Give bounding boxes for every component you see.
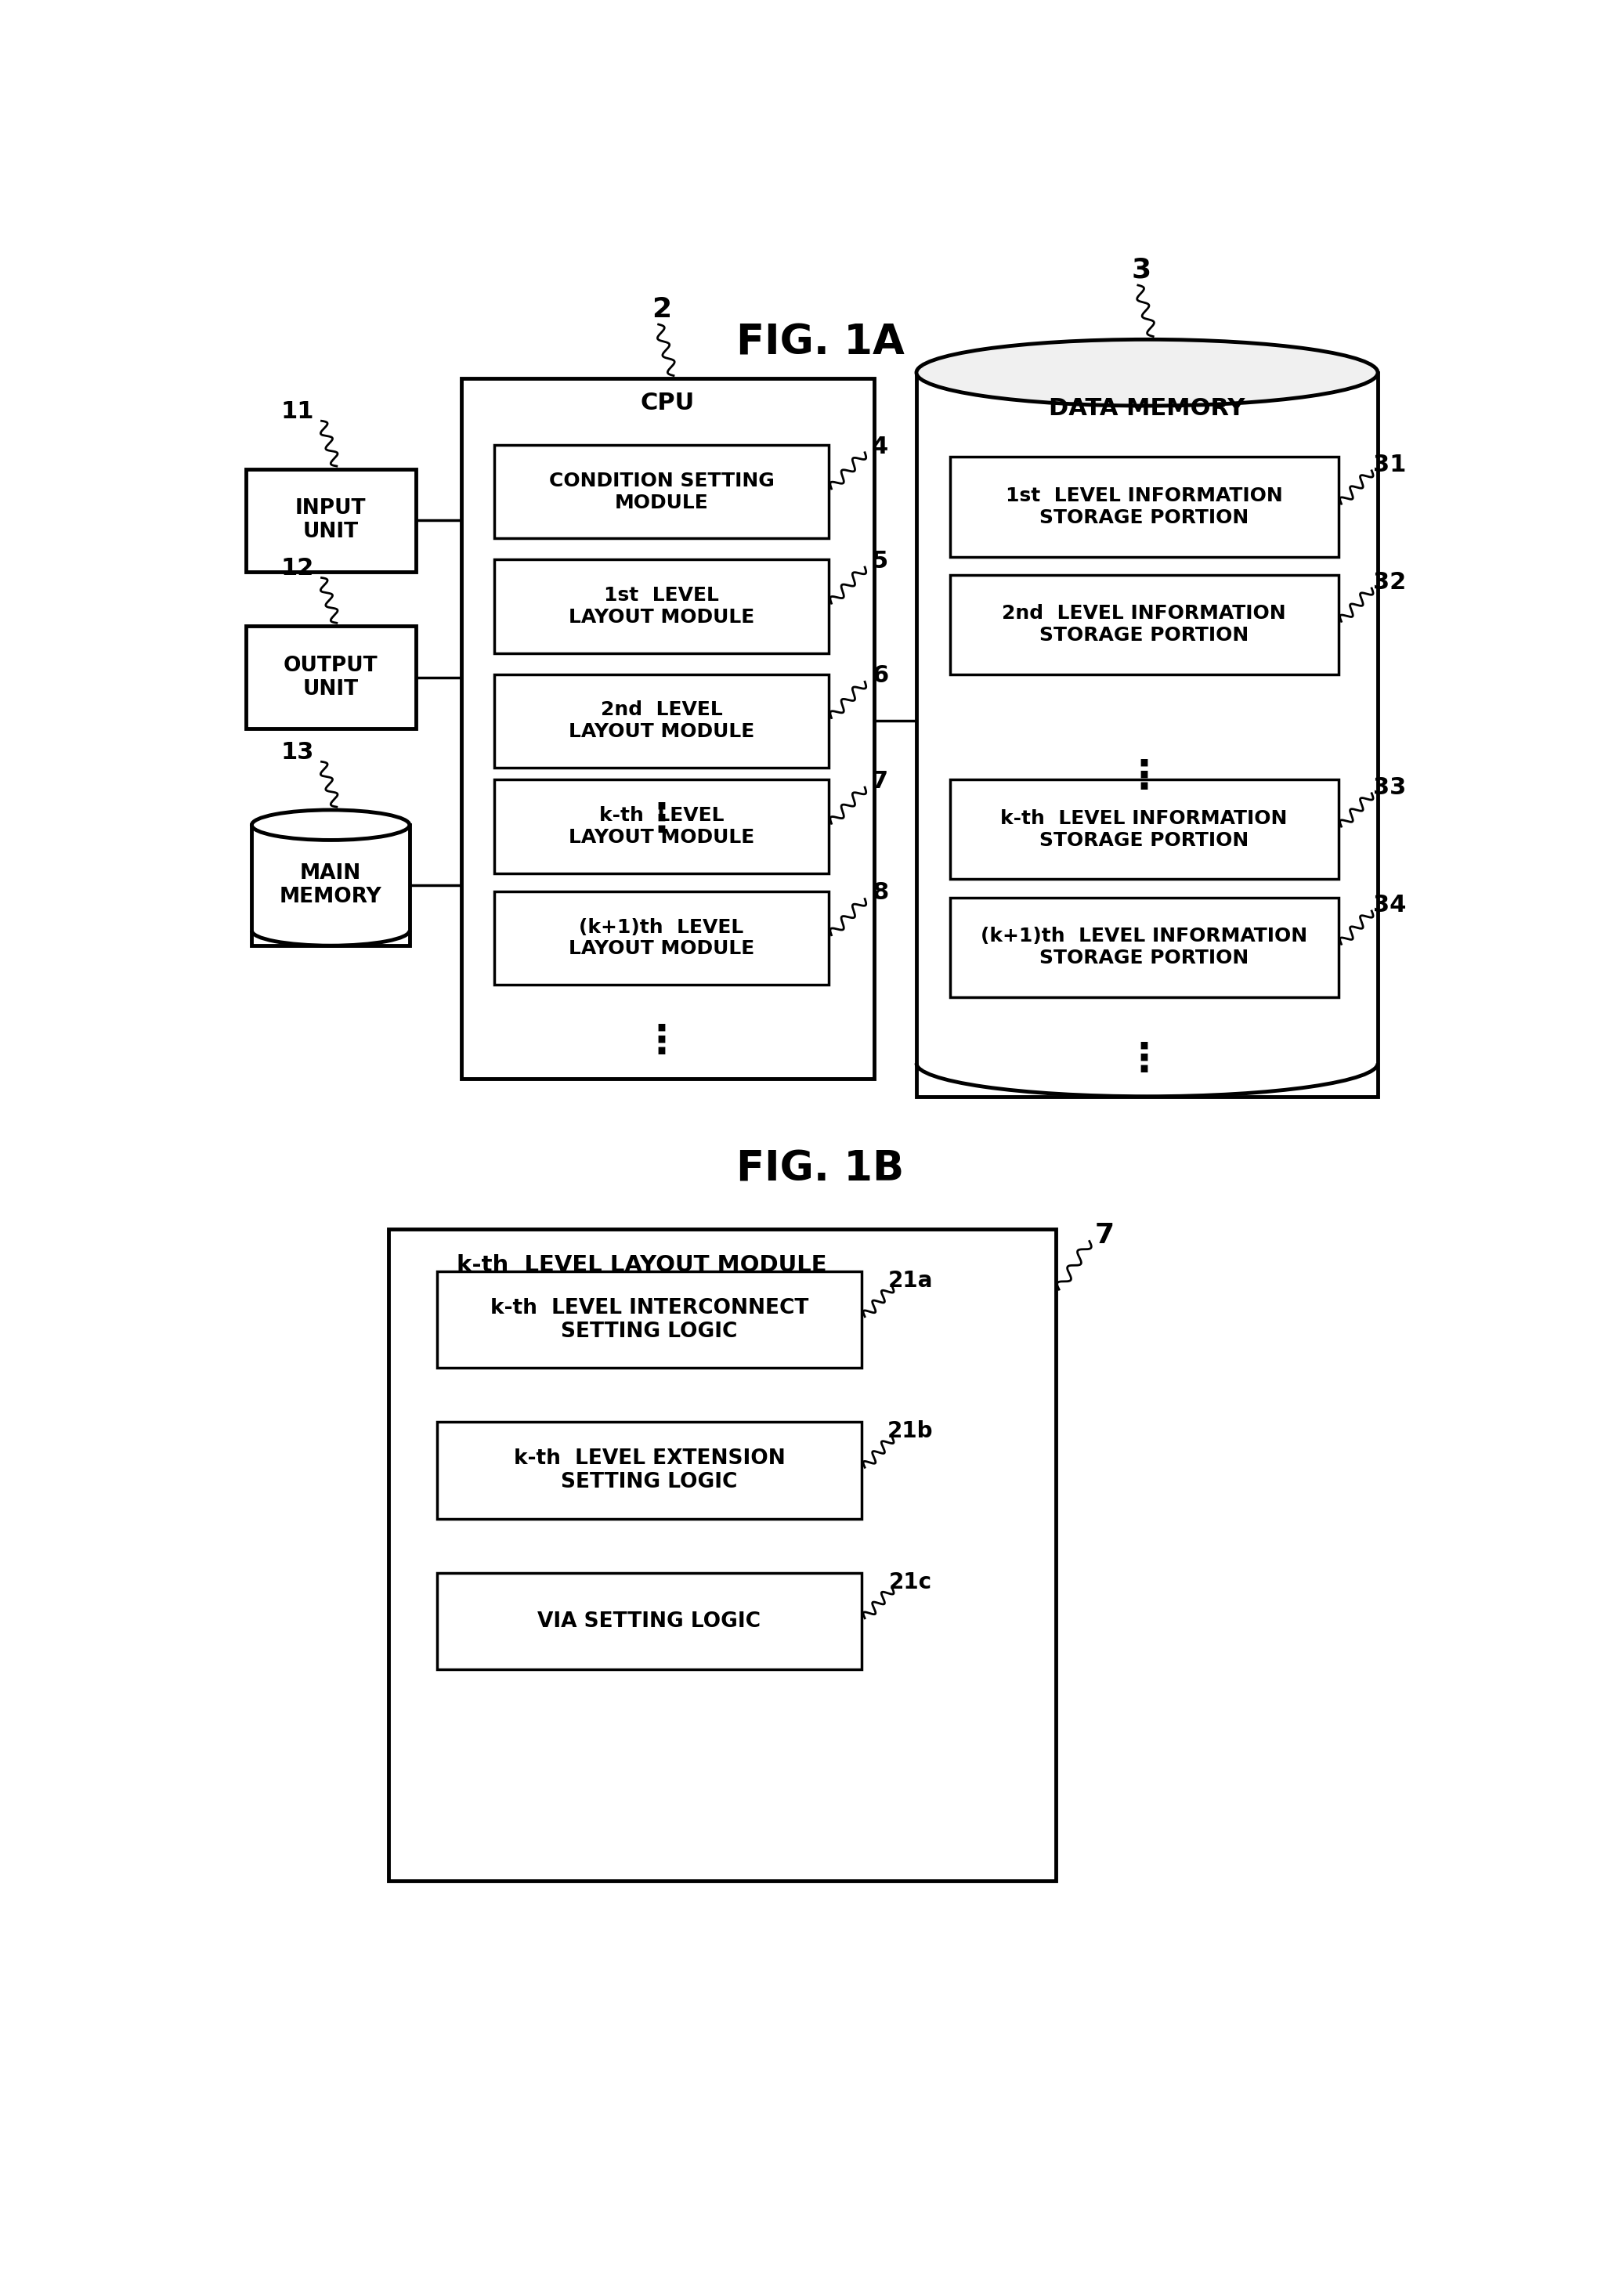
Bar: [437, 1272, 861, 1368]
Text: ⋮: ⋮: [1124, 758, 1164, 794]
Text: 1st  LEVEL
LAYOUT MODULE: 1st LEVEL LAYOUT MODULE: [568, 585, 754, 627]
Text: OUTPUT
UNIT: OUTPUT UNIT: [283, 654, 378, 700]
Text: 33: 33: [1374, 776, 1406, 799]
Text: (k+1)th  LEVEL INFORMATION
STORAGE PORTION: (k+1)th LEVEL INFORMATION STORAGE PORTIO…: [981, 928, 1308, 967]
Bar: [916, 372, 1378, 1097]
Bar: [495, 781, 828, 872]
Text: 8: 8: [871, 882, 889, 905]
Bar: [949, 898, 1338, 996]
Text: 5: 5: [871, 549, 889, 572]
Bar: [245, 627, 416, 728]
Text: 13: 13: [280, 742, 314, 765]
Text: 11: 11: [280, 400, 314, 422]
Text: k-th  LEVEL INFORMATION
STORAGE PORTION: k-th LEVEL INFORMATION STORAGE PORTION: [1001, 808, 1287, 850]
Bar: [389, 1228, 1057, 1880]
Text: FIG. 1B: FIG. 1B: [736, 1148, 905, 1189]
Ellipse shape: [251, 810, 410, 840]
Bar: [949, 457, 1338, 556]
Bar: [461, 379, 874, 1079]
Text: 2: 2: [652, 296, 671, 324]
Text: 4: 4: [871, 436, 889, 457]
Text: 2nd  LEVEL INFORMATION
STORAGE PORTION: 2nd LEVEL INFORMATION STORAGE PORTION: [1002, 604, 1286, 645]
Text: 34: 34: [1374, 893, 1407, 916]
Text: 21b: 21b: [887, 1421, 933, 1442]
Text: k-th  LEVEL INTERCONNECT
SETTING LOGIC: k-th LEVEL INTERCONNECT SETTING LOGIC: [490, 1297, 809, 1341]
Bar: [495, 675, 828, 767]
Text: 32: 32: [1374, 572, 1406, 595]
Bar: [495, 891, 828, 985]
Text: ⋮: ⋮: [642, 1024, 680, 1061]
Text: 12: 12: [280, 558, 314, 581]
Text: 21c: 21c: [889, 1570, 932, 1593]
Ellipse shape: [916, 340, 1378, 406]
Text: CPU: CPU: [640, 390, 695, 413]
Text: 1st  LEVEL INFORMATION
STORAGE PORTION: 1st LEVEL INFORMATION STORAGE PORTION: [1005, 487, 1282, 528]
Text: DATA MEMORY: DATA MEMORY: [1049, 397, 1246, 420]
Bar: [949, 781, 1338, 879]
Text: 21a: 21a: [889, 1270, 933, 1290]
Bar: [245, 468, 416, 572]
Bar: [949, 574, 1338, 675]
Text: k-th  LEVEL EXTENSION
SETTING LOGIC: k-th LEVEL EXTENSION SETTING LOGIC: [514, 1449, 784, 1492]
Bar: [495, 445, 828, 540]
Text: k-th  LEVEL LAYOUT MODULE: k-th LEVEL LAYOUT MODULE: [456, 1254, 828, 1277]
Text: k-th  LEVEL
LAYOUT MODULE: k-th LEVEL LAYOUT MODULE: [568, 806, 754, 847]
Text: MAIN
MEMORY: MAIN MEMORY: [280, 863, 383, 907]
Text: 6: 6: [871, 664, 889, 687]
Text: VIA SETTING LOGIC: VIA SETTING LOGIC: [538, 1612, 760, 1632]
Text: (k+1)th  LEVEL
LAYOUT MODULE: (k+1)th LEVEL LAYOUT MODULE: [568, 918, 754, 957]
Text: CONDITION SETTING
MODULE: CONDITION SETTING MODULE: [549, 471, 775, 512]
Text: 3: 3: [1132, 257, 1151, 282]
Bar: [437, 1573, 861, 1669]
Bar: [251, 824, 410, 946]
Text: 7: 7: [1095, 1221, 1114, 1249]
Text: 7: 7: [871, 769, 889, 792]
Text: 31: 31: [1374, 452, 1407, 475]
Text: FIG. 1A: FIG. 1A: [736, 321, 905, 363]
Bar: [437, 1421, 861, 1518]
Text: ⋮: ⋮: [1124, 1042, 1164, 1079]
Text: ⋮: ⋮: [642, 801, 680, 840]
Text: INPUT
UNIT: INPUT UNIT: [295, 498, 367, 542]
Text: 2nd  LEVEL
LAYOUT MODULE: 2nd LEVEL LAYOUT MODULE: [568, 700, 754, 742]
Bar: [495, 560, 828, 652]
